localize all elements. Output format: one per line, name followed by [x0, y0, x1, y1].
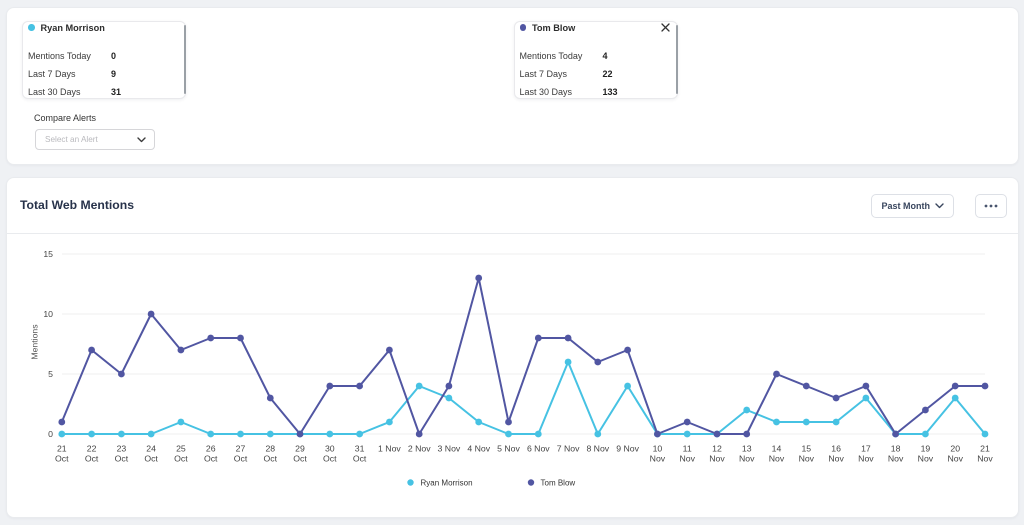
- svg-text:21: 21: [980, 444, 990, 454]
- svg-text:24: 24: [146, 444, 156, 454]
- svg-text:Oct: Oct: [323, 454, 337, 464]
- svg-text:Oct: Oct: [293, 454, 307, 464]
- svg-text:Nov: Nov: [858, 454, 874, 464]
- svg-text:Nov: Nov: [888, 454, 904, 464]
- svg-text:15: 15: [801, 444, 811, 454]
- svg-text:6 Nov: 6 Nov: [527, 444, 550, 454]
- svg-text:Nov: Nov: [769, 454, 785, 464]
- svg-text:4 Nov: 4 Nov: [467, 444, 490, 454]
- svg-text:Nov: Nov: [799, 454, 815, 464]
- svg-text:Nov: Nov: [828, 454, 844, 464]
- svg-text:19: 19: [921, 444, 931, 454]
- svg-text:Mentions: Mentions: [30, 324, 40, 360]
- svg-text:Oct: Oct: [234, 454, 248, 464]
- svg-text:3 Nov: 3 Nov: [438, 444, 461, 454]
- svg-text:11: 11: [683, 444, 692, 454]
- svg-text:1 Nov: 1 Nov: [378, 444, 401, 454]
- svg-text:Oct: Oct: [55, 454, 69, 464]
- svg-text:31: 31: [355, 444, 365, 454]
- svg-text:16: 16: [831, 444, 841, 454]
- svg-text:Nov: Nov: [739, 454, 755, 464]
- svg-text:Oct: Oct: [353, 454, 367, 464]
- svg-text:Nov: Nov: [977, 454, 993, 464]
- svg-text:18: 18: [891, 444, 901, 454]
- svg-text:Oct: Oct: [264, 454, 278, 464]
- svg-text:17: 17: [861, 444, 871, 454]
- svg-text:8 Nov: 8 Nov: [586, 444, 609, 454]
- svg-text:Nov: Nov: [679, 454, 695, 464]
- svg-text:29: 29: [295, 444, 305, 454]
- svg-text:23: 23: [117, 444, 127, 454]
- svg-text:22: 22: [87, 444, 97, 454]
- svg-text:26: 26: [206, 444, 216, 454]
- svg-text:10: 10: [653, 444, 663, 454]
- svg-text:Oct: Oct: [115, 454, 129, 464]
- svg-text:15: 15: [43, 249, 53, 259]
- svg-text:7 Nov: 7 Nov: [557, 444, 580, 454]
- svg-text:12: 12: [712, 444, 722, 454]
- svg-text:0: 0: [48, 429, 53, 439]
- svg-text:30: 30: [325, 444, 335, 454]
- svg-text:5 Nov: 5 Nov: [497, 444, 520, 454]
- svg-text:Nov: Nov: [918, 454, 934, 464]
- svg-text:14: 14: [772, 444, 782, 454]
- svg-text:5: 5: [48, 369, 53, 379]
- svg-text:Oct: Oct: [204, 454, 218, 464]
- svg-text:9 Nov: 9 Nov: [616, 444, 639, 454]
- svg-text:Nov: Nov: [947, 454, 963, 464]
- svg-text:10: 10: [43, 309, 53, 319]
- svg-text:20: 20: [950, 444, 960, 454]
- svg-text:21: 21: [57, 444, 67, 454]
- svg-text:Tom Blow: Tom Blow: [541, 479, 576, 488]
- svg-text:28: 28: [265, 444, 275, 454]
- svg-text:27: 27: [236, 444, 246, 454]
- svg-text:2 Nov: 2 Nov: [408, 444, 431, 454]
- svg-text:25: 25: [176, 444, 186, 454]
- svg-text:Oct: Oct: [144, 454, 158, 464]
- svg-text:13: 13: [742, 444, 752, 454]
- svg-text:Nov: Nov: [709, 454, 725, 464]
- svg-text:Ryan Morrison: Ryan Morrison: [421, 479, 473, 488]
- svg-text:Oct: Oct: [174, 454, 188, 464]
- svg-text:Oct: Oct: [85, 454, 99, 464]
- svg-text:Nov: Nov: [650, 454, 666, 464]
